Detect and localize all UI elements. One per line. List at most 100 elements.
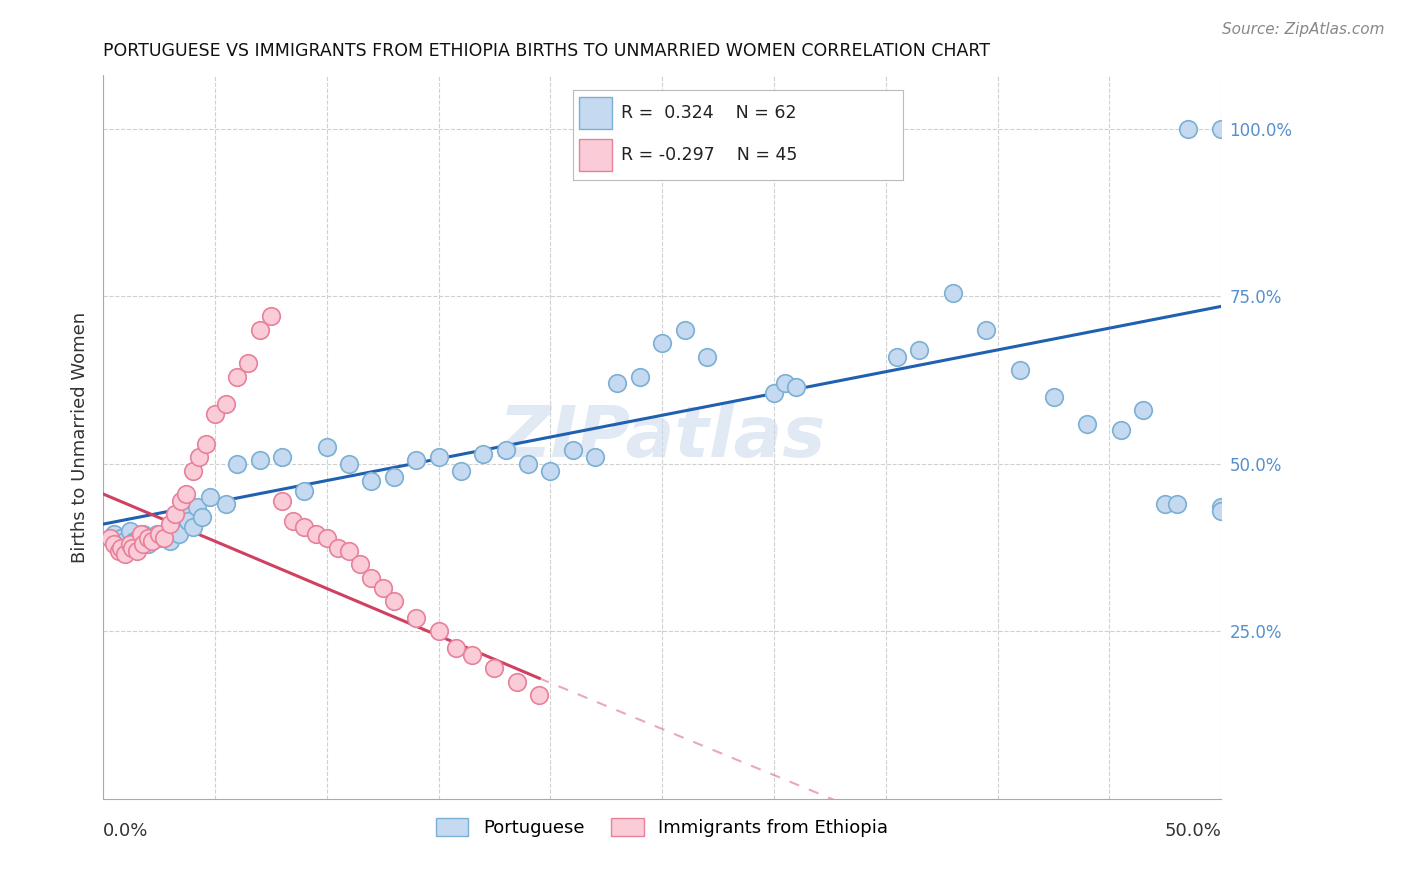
Point [110, 541, 132, 555]
Point [292, 520, 315, 534]
Point [976, 323, 998, 337]
Point [506, 674, 529, 689]
Point [1211, 121, 1233, 136]
Point [121, 541, 143, 555]
Point [1109, 423, 1132, 437]
Point [103, 527, 125, 541]
Point [405, 611, 427, 625]
Point [886, 350, 908, 364]
Point [190, 510, 212, 524]
Point [527, 688, 550, 702]
Point [159, 517, 181, 532]
Point [249, 453, 271, 467]
Point [271, 493, 294, 508]
Point [150, 531, 173, 545]
Point [118, 537, 141, 551]
Y-axis label: Births to Unmarried Women: Births to Unmarried Women [72, 311, 89, 563]
Point [177, 514, 200, 528]
Point [155, 527, 177, 541]
Point [651, 336, 673, 351]
Point [167, 527, 190, 541]
Point [181, 520, 204, 534]
Point [538, 463, 561, 477]
Point [107, 544, 129, 558]
Point [517, 457, 540, 471]
Point [561, 443, 583, 458]
Point [110, 531, 132, 545]
Point [360, 474, 382, 488]
Point [215, 396, 238, 410]
Point [673, 323, 696, 337]
Point [446, 641, 468, 656]
Point [271, 450, 294, 464]
Point [606, 376, 628, 391]
Point [170, 493, 193, 508]
Point [124, 533, 146, 548]
Point [129, 527, 152, 541]
Point [382, 594, 405, 608]
Point [461, 648, 484, 662]
Point [349, 558, 371, 572]
Point [141, 533, 163, 548]
Point [450, 463, 472, 477]
Point [215, 497, 238, 511]
Text: ZIPatlas: ZIPatlas [499, 402, 825, 472]
Point [114, 533, 136, 548]
Point [696, 350, 718, 364]
Point [132, 527, 155, 541]
Point [1042, 390, 1064, 404]
Point [1211, 504, 1233, 518]
Point [1166, 497, 1188, 511]
Point [1076, 417, 1098, 431]
Point [204, 407, 226, 421]
Point [148, 527, 170, 541]
Point [136, 531, 159, 545]
Point [1177, 121, 1199, 136]
Point [427, 450, 450, 464]
Point [98, 531, 121, 545]
Point [226, 369, 249, 384]
Point [132, 537, 155, 551]
Point [484, 661, 506, 675]
Point [195, 436, 218, 450]
Legend: Portuguese, Immigrants from Ethiopia: Portuguese, Immigrants from Ethiopia [429, 810, 896, 844]
Point [472, 447, 495, 461]
Point [174, 487, 197, 501]
Point [405, 453, 427, 467]
Point [103, 537, 125, 551]
Text: Source: ZipAtlas.com: Source: ZipAtlas.com [1222, 22, 1385, 37]
Point [188, 450, 211, 464]
Point [908, 343, 931, 357]
Point [337, 457, 360, 471]
Point [1154, 497, 1177, 511]
Point [315, 531, 337, 545]
Text: 0.0%: 0.0% [103, 822, 149, 840]
Point [583, 450, 606, 464]
Point [238, 356, 260, 370]
Text: 50.0%: 50.0% [1164, 822, 1222, 840]
Point [785, 380, 807, 394]
Point [371, 581, 394, 595]
Point [1211, 500, 1233, 515]
Point [495, 443, 517, 458]
Point [141, 533, 163, 548]
Point [1008, 363, 1031, 377]
Point [125, 544, 148, 558]
Point [186, 500, 208, 515]
Point [136, 537, 159, 551]
Point [128, 531, 150, 545]
Point [226, 457, 249, 471]
Point [1132, 403, 1154, 417]
Point [163, 507, 186, 521]
Point [315, 440, 337, 454]
Point [118, 524, 141, 538]
Point [283, 514, 305, 528]
Point [146, 527, 169, 541]
Point [200, 491, 222, 505]
Point [762, 386, 785, 401]
Point [628, 369, 651, 384]
Point [292, 483, 315, 498]
Point [304, 527, 326, 541]
Text: PORTUGUESE VS IMMIGRANTS FROM ETHIOPIA BIRTHS TO UNMARRIED WOMEN CORRELATION CHA: PORTUGUESE VS IMMIGRANTS FROM ETHIOPIA B… [103, 42, 990, 60]
Point [260, 310, 283, 324]
